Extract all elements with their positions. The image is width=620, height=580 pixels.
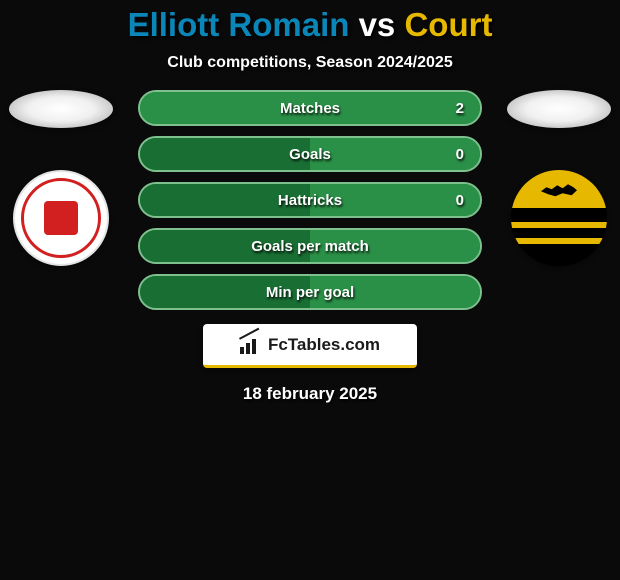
stat-right-value: 2: [456, 100, 464, 117]
player-right-slot: [504, 90, 614, 266]
brand-chart-icon: [240, 336, 262, 354]
stat-pill-column: Matches 2 Goals 0 Hattricks 0 Goals per match M…: [138, 90, 482, 310]
title-vs: vs: [349, 6, 404, 43]
stat-label: Goals per match: [251, 238, 369, 255]
stat-right-value: 0: [456, 146, 464, 163]
date-label: 18 february 2025: [0, 384, 620, 404]
stat-pill: Min per goal: [138, 274, 482, 310]
subtitle: Club competitions, Season 2024/2025: [0, 54, 620, 72]
stat-label: Goals: [289, 146, 331, 163]
player-left-slot: [6, 90, 116, 266]
player-right-silhouette: [507, 90, 611, 128]
stat-label: Matches: [280, 100, 340, 117]
brand-badge[interactable]: FcTables.com: [203, 324, 417, 368]
comparison-stage: Matches 2 Goals 0 Hattricks 0 Goals per match M…: [0, 90, 620, 310]
title-player-left: Elliott Romain: [128, 6, 350, 43]
stat-right-value: 0: [456, 192, 464, 209]
stat-label: Hattricks: [278, 192, 342, 209]
club-crest-right: [511, 170, 607, 266]
stat-pill: Goals per match: [138, 228, 482, 264]
stat-pill: Hattricks 0: [138, 182, 482, 218]
stat-pill: Matches 2: [138, 90, 482, 126]
title-player-right: Court: [404, 6, 492, 43]
stat-pill: Goals 0: [138, 136, 482, 172]
stat-label: Min per goal: [266, 284, 354, 301]
page-title: Elliott Romain vs Court: [0, 0, 620, 44]
brand-text: FcTables.com: [268, 335, 380, 355]
club-crest-left: [13, 170, 109, 266]
player-left-silhouette: [9, 90, 113, 128]
